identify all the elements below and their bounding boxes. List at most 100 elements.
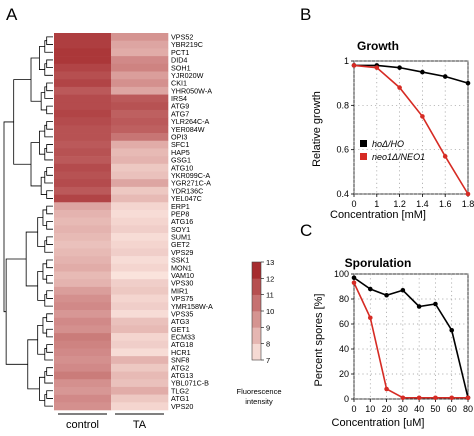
- heatmap-cell: [54, 225, 112, 234]
- row-label: VAM10: [171, 271, 194, 280]
- data-point: [433, 301, 438, 307]
- heatmap-cell: [111, 271, 169, 280]
- row-label: ATG10: [171, 163, 193, 172]
- row-label: VPS35: [171, 309, 193, 318]
- legend-label-control: hoΔ/HO: [372, 139, 404, 149]
- heatmap-cell: [54, 186, 112, 195]
- heatmap-cell: [111, 71, 169, 80]
- x-tick-label: 40: [414, 404, 424, 414]
- dendrogram-branch: [44, 294, 53, 307]
- heatmap-cell: [54, 402, 112, 411]
- heatmap-cell: [54, 233, 112, 242]
- heatmap-cell: [54, 379, 112, 388]
- data-point: [397, 65, 402, 70]
- data-point: [420, 69, 425, 75]
- row-label: YHR050W-A: [171, 86, 212, 95]
- heatmap-cell: [111, 186, 169, 195]
- dendrogram-branch: [37, 271, 45, 301]
- plot-frame: [353, 60, 469, 195]
- row-label: ATG9: [171, 102, 189, 111]
- heatmap-cell: [54, 217, 112, 226]
- dendrogram-branch: [46, 290, 53, 299]
- heatmap-cell: [111, 163, 169, 172]
- heatmap-cell: [54, 79, 112, 88]
- x-tick-label: 1.4: [416, 199, 429, 209]
- heatmap-cell: [54, 40, 112, 49]
- heatmap-cell: [54, 309, 112, 318]
- heatmap-cell: [54, 179, 112, 188]
- dendrogram-branch: [39, 376, 45, 401]
- row-label: YKR099C-A: [171, 171, 210, 180]
- dendrogram-branch: [46, 221, 53, 230]
- heatmap-cell: [54, 48, 112, 57]
- growth-title: Growth: [357, 39, 399, 53]
- color-key-band: [252, 294, 261, 312]
- heatmap-cell: [111, 240, 169, 249]
- heatmap-cell: [111, 40, 169, 49]
- heatmap-cell: [54, 109, 112, 118]
- heatmap-cell: [111, 140, 169, 149]
- color-key-band: [252, 262, 261, 279]
- heatmap-cell: [54, 156, 112, 165]
- panel-label-a: A: [6, 5, 18, 24]
- dendrogram-branch: [46, 190, 53, 199]
- row-label: ATG1: [171, 394, 189, 403]
- dendrogram-branch: [30, 57, 42, 102]
- heatmap-cell: [111, 233, 169, 242]
- heatmap-cell: [54, 356, 112, 365]
- plot-frame: [353, 273, 469, 400]
- dendrogram-branch: [46, 59, 53, 69]
- data-point: [465, 191, 471, 197]
- row-label: CKI1: [171, 79, 187, 88]
- heatmap-cell: [111, 340, 169, 349]
- heatmap-cell: [111, 148, 169, 157]
- y-tick-label: 0.4: [336, 189, 349, 199]
- dendrogram-branch: [46, 367, 53, 376]
- color-key-tick-label: 11: [266, 291, 274, 300]
- data-point: [351, 280, 357, 286]
- dendrogram-branch: [40, 92, 47, 111]
- heatmap-cell: [111, 225, 169, 234]
- y-tick-label: 40: [339, 344, 349, 354]
- legend-swatch-mutant: [360, 153, 367, 160]
- data-point: [442, 154, 448, 159]
- color-key-tick-label: 13: [266, 258, 274, 267]
- heatmap-cell: [54, 394, 112, 403]
- color-key-band: [252, 343, 261, 361]
- heatmap-cell: [54, 271, 112, 280]
- row-label: TLG2: [171, 386, 189, 395]
- row-label: MIR1: [171, 286, 188, 295]
- row-label: ECM33: [171, 333, 195, 342]
- heatmap-cell: [111, 302, 169, 311]
- dendrogram-branch: [5, 258, 28, 365]
- heatmap-cell: [111, 209, 169, 218]
- dendrogram-branch: [46, 105, 53, 115]
- x-tick-label: 1.2: [393, 199, 406, 209]
- row-label: PEP8: [171, 209, 189, 218]
- heatmap-cell: [54, 163, 112, 172]
- dendrogram-branch: [37, 324, 45, 355]
- data-point: [374, 65, 380, 70]
- growth-legend: hoΔ/HO neo1Δ/NEO1: [360, 139, 425, 162]
- row-label: YBL071C-B: [171, 379, 209, 388]
- heatmap-cell: [111, 402, 169, 411]
- row-label: VPS30: [171, 279, 193, 288]
- heatmap-column-labels: control TA: [58, 413, 164, 431]
- row-label: YGR271C-A: [171, 179, 211, 188]
- data-point: [465, 80, 471, 86]
- dendrogram-branch: [46, 144, 53, 153]
- growth-plot-area: 0 1 1.2 1.4 1.6 1.8 0.4 0.6 0.8 1: [336, 56, 474, 209]
- row-label: ATG16: [171, 217, 193, 226]
- sporulation-chart: Sporulation 0 10 20 30 40 50 60 80020406080100 …: [313, 256, 473, 429]
- row-label: SOH1: [171, 63, 191, 72]
- growth-chart: Growth 0 1 1.2 1.4 1.6 1.8 0.4 0.6 0.8 1 Concentr…: [311, 39, 474, 221]
- data-point: [367, 315, 373, 321]
- heatmap-cell: [54, 125, 112, 134]
- heatmap-cell: [111, 325, 169, 334]
- dendrogram-branch: [44, 40, 53, 53]
- dendrogram-branch: [40, 176, 47, 195]
- heatmap-cell: [111, 356, 169, 365]
- row-label: YER084W: [171, 125, 205, 134]
- row-label: ERP1: [171, 202, 190, 211]
- sporulation-plot-area: 0 10 20 30 40 50 60 80 0 20 40 60 80 100: [334, 269, 473, 414]
